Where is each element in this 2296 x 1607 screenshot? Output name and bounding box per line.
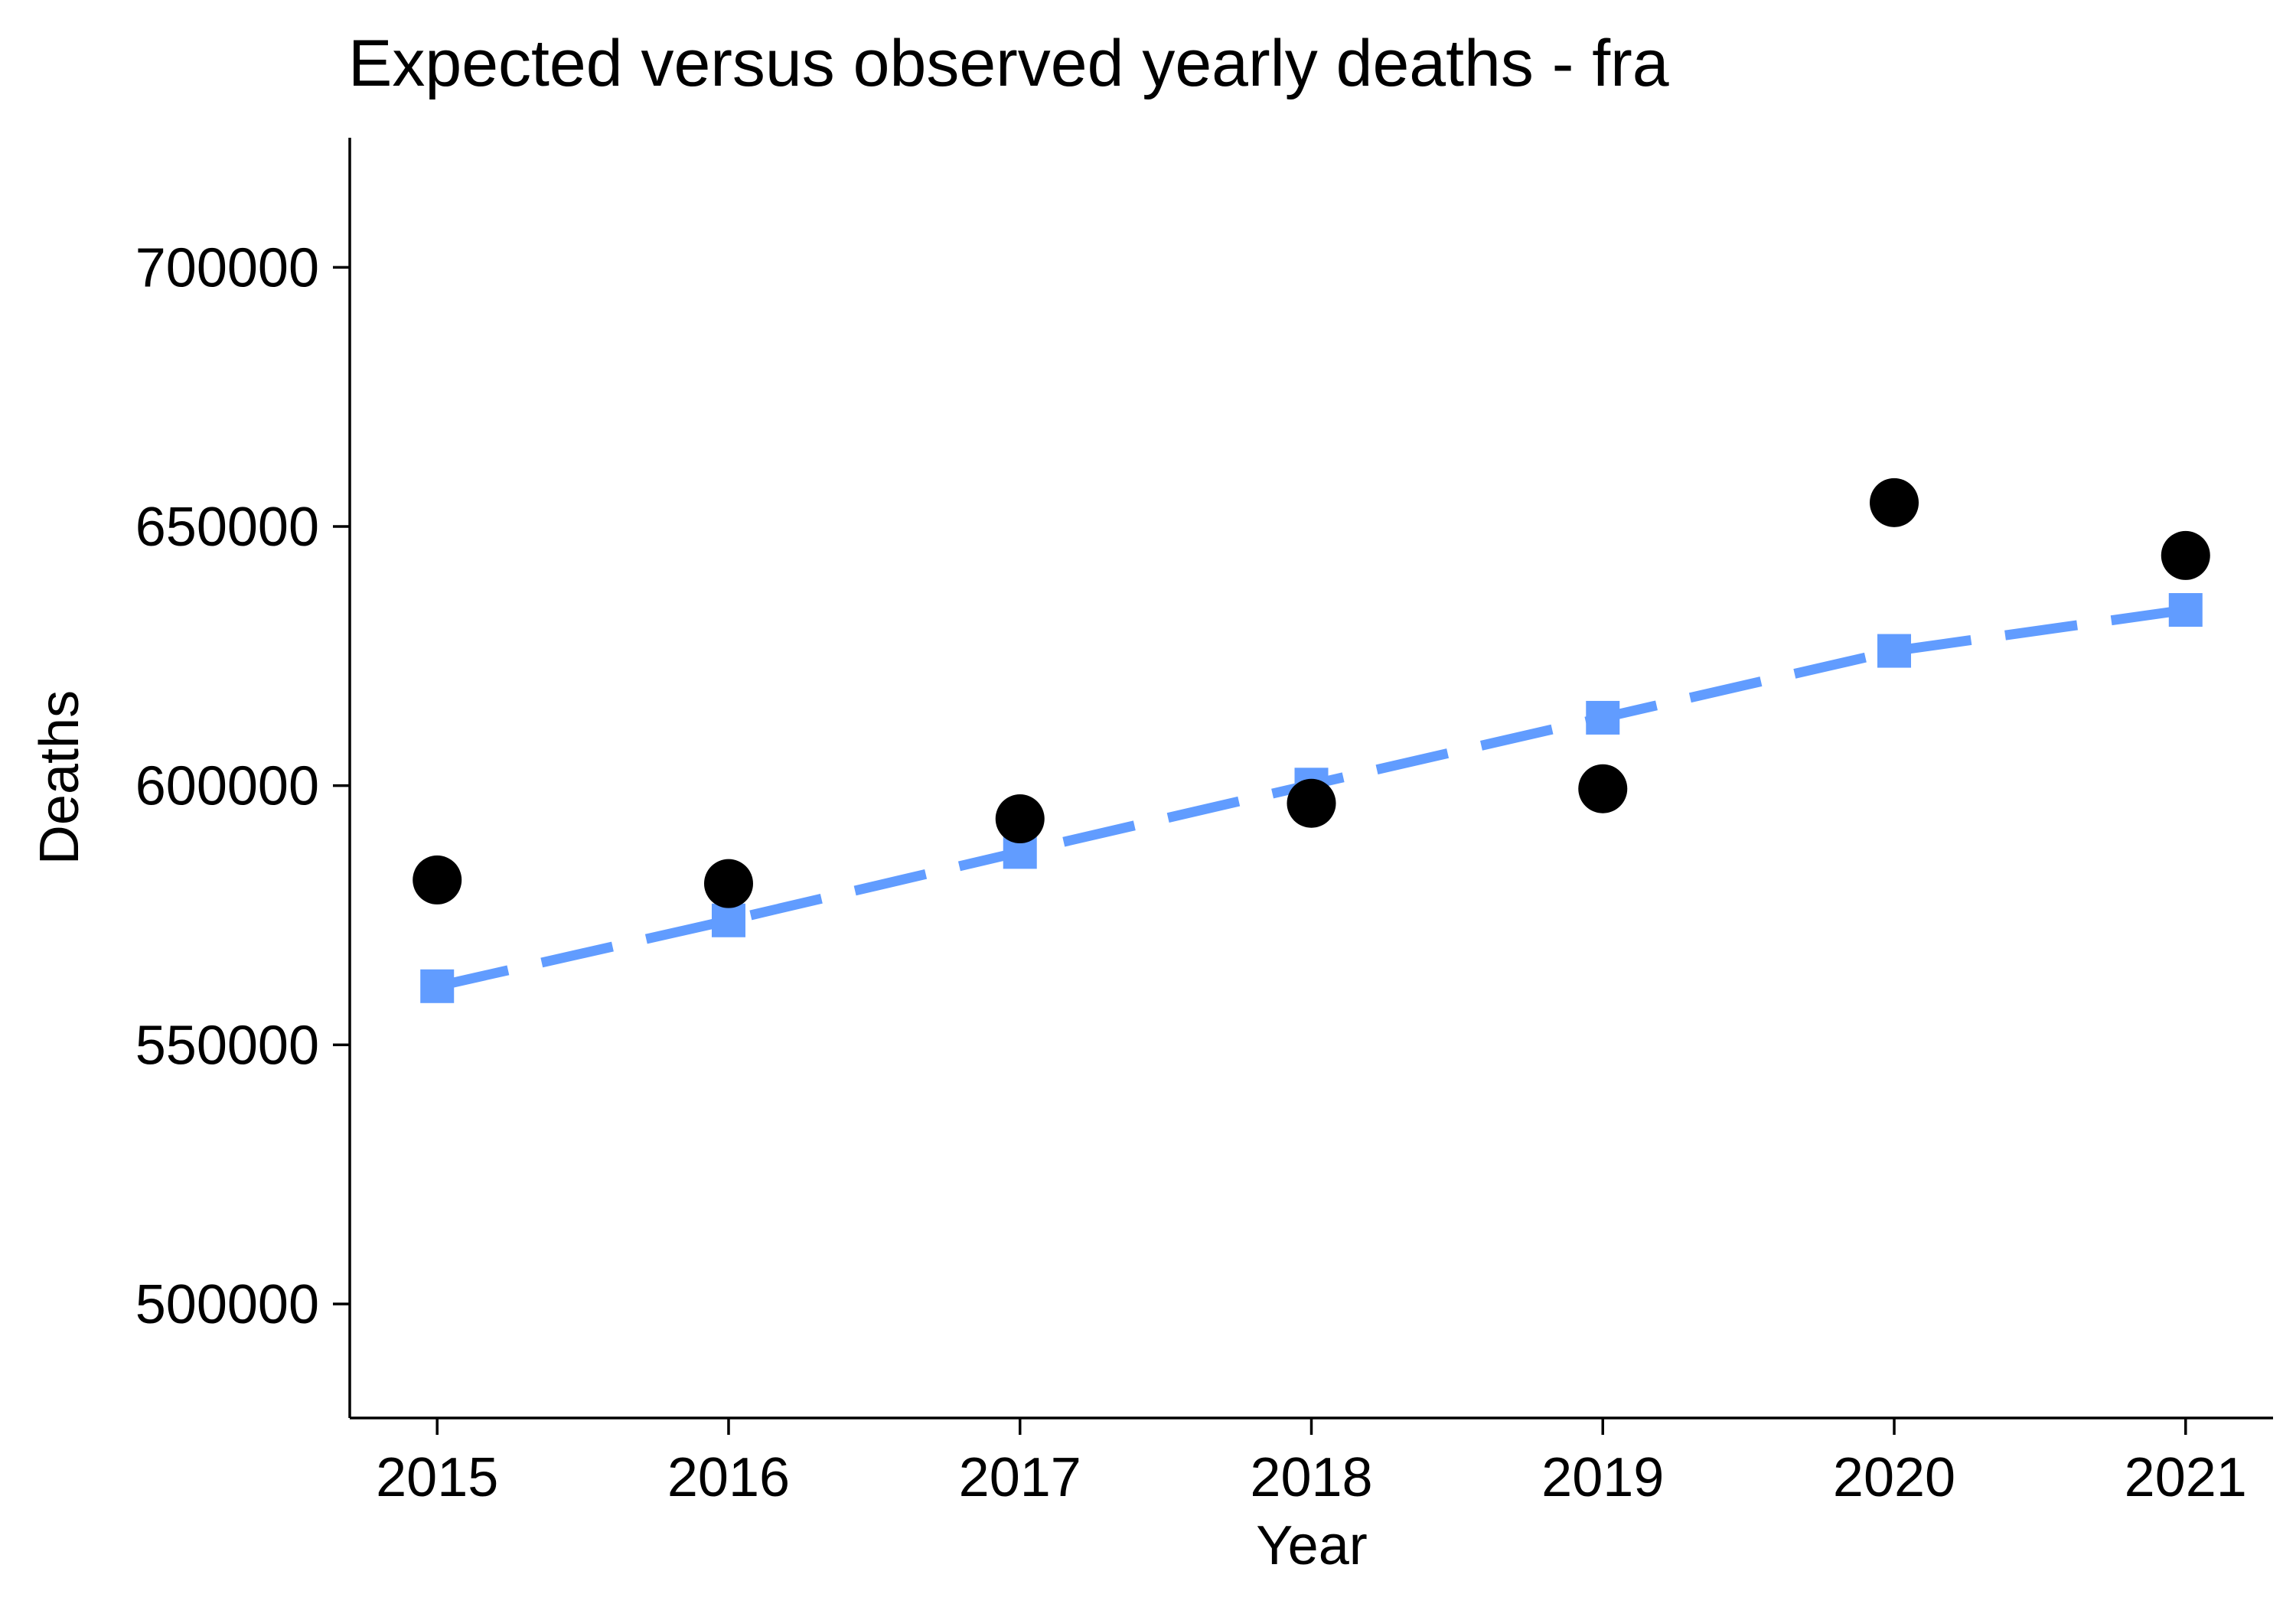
expected-point (1877, 634, 1912, 668)
x-tick-label: 2016 (667, 1447, 790, 1508)
observed-point (2161, 530, 2210, 580)
x-axis-title: Year (1256, 1515, 1367, 1576)
y-tick-label: 700000 (135, 237, 319, 298)
plot-area: 500000 550000 600000 650000 700000 2015 2016 20… (135, 138, 2273, 1508)
y-tick-label: 600000 (135, 756, 319, 817)
observed-point (413, 855, 462, 905)
observed-point (703, 859, 753, 908)
x-tick-label: 2018 (1250, 1447, 1372, 1508)
x-tick-label: 2020 (1833, 1447, 1955, 1508)
y-tick-label: 650000 (135, 497, 319, 558)
expected-point (711, 903, 745, 937)
x-tick-label: 2019 (1541, 1447, 1664, 1508)
y-tick-label: 550000 (135, 1015, 319, 1076)
x-tick-label: 2017 (959, 1447, 1081, 1508)
expected-point (2168, 593, 2203, 627)
y-tick-label: 500000 (135, 1274, 319, 1335)
observed-point (995, 794, 1045, 844)
expected-point (1586, 700, 1620, 735)
y-axis-title: Deaths (29, 690, 90, 865)
x-tick-label: 2015 (376, 1447, 498, 1508)
chart-title: Expected versus observed yearly deaths -… (348, 27, 1669, 100)
observed-point (1578, 764, 1628, 813)
x-tick-label: 2021 (2125, 1447, 2247, 1508)
expected-point (420, 969, 455, 1003)
observed-point (1287, 778, 1336, 828)
observed-point (1870, 478, 1919, 527)
